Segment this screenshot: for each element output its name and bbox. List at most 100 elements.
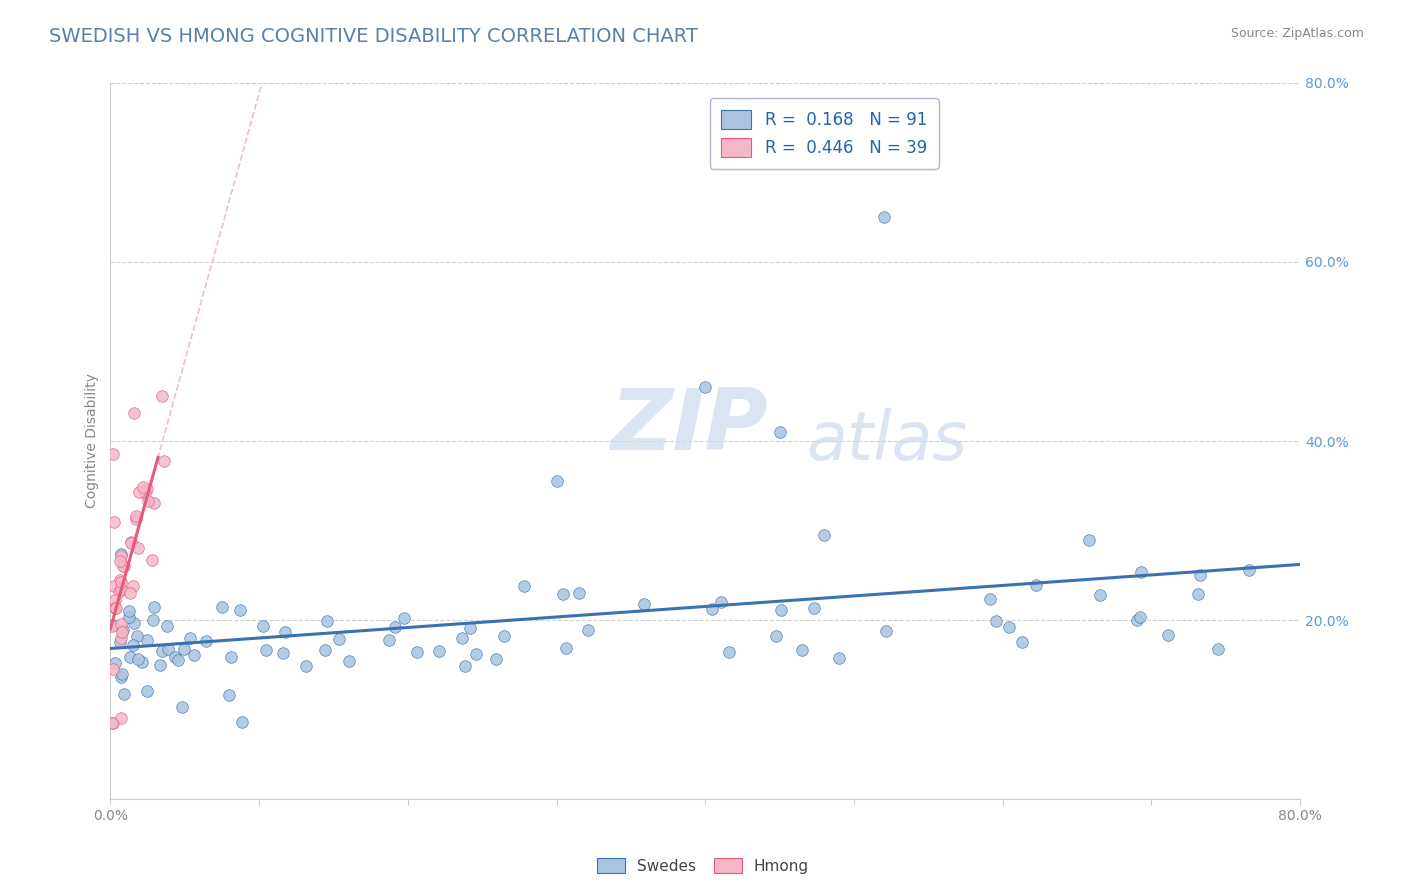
Point: [1129, 610, 1152, 624]
Point: [104, 601, 127, 615]
Point: [295, 659, 318, 673]
Point: [122, 579, 145, 593]
Text: ZIP: ZIP: [610, 385, 768, 468]
Point: [695, 380, 717, 394]
Point: [125, 512, 148, 526]
Point: [494, 629, 516, 643]
Point: [803, 601, 825, 615]
Point: [790, 642, 813, 657]
Point: [406, 645, 429, 659]
Point: [986, 615, 1008, 629]
Point: [633, 597, 655, 611]
Point: [1157, 628, 1180, 642]
Point: [195, 634, 218, 648]
Point: [135, 633, 157, 648]
Point: [384, 619, 406, 633]
Point: [700, 602, 723, 616]
Point: [132, 480, 155, 494]
Point: [551, 587, 574, 601]
Point: [1025, 578, 1047, 592]
Point: [252, 619, 274, 633]
Point: [135, 683, 157, 698]
Text: Source: ZipAtlas.com: Source: ZipAtlas.com: [1230, 27, 1364, 40]
Point: [118, 586, 141, 600]
Point: [813, 528, 835, 542]
Point: [576, 624, 599, 638]
Point: [125, 629, 148, 643]
Point: [108, 585, 131, 599]
Point: [136, 494, 159, 508]
Point: [110, 670, 132, 684]
Point: [110, 575, 132, 590]
Point: [103, 716, 125, 731]
Point: [127, 541, 149, 556]
Point: [110, 549, 132, 563]
Point: [165, 650, 187, 665]
Point: [110, 711, 132, 725]
Point: [112, 559, 135, 574]
Point: [460, 621, 482, 635]
Point: [1126, 614, 1149, 628]
Point: [274, 624, 297, 639]
Point: [104, 593, 127, 607]
Point: [103, 515, 125, 529]
Point: [111, 623, 134, 637]
Point: [150, 644, 173, 658]
Point: [112, 559, 135, 574]
Point: [765, 629, 787, 643]
Point: [229, 603, 252, 617]
Point: [101, 716, 124, 731]
Point: [149, 657, 172, 672]
Point: [105, 600, 128, 615]
Point: [101, 662, 124, 676]
Point: [110, 582, 132, 596]
Point: [170, 699, 193, 714]
Point: [337, 654, 360, 668]
Point: [979, 592, 1001, 607]
Point: [112, 687, 135, 701]
Point: [211, 599, 233, 614]
Point: [122, 406, 145, 420]
Point: [122, 615, 145, 630]
Point: [568, 586, 591, 600]
Point: [118, 604, 141, 618]
Point: [1011, 635, 1033, 649]
Point: [183, 648, 205, 663]
Point: [453, 659, 475, 673]
Point: [110, 631, 132, 645]
Point: [485, 652, 508, 666]
Point: [166, 653, 188, 667]
Point: [828, 651, 851, 665]
Point: [1237, 563, 1260, 577]
Point: [150, 389, 173, 403]
Point: [1078, 533, 1101, 548]
Point: [328, 632, 350, 647]
Point: [118, 610, 141, 624]
Point: [101, 619, 124, 633]
Point: [998, 620, 1021, 634]
Point: [254, 643, 277, 657]
Point: [394, 611, 416, 625]
Point: [120, 534, 142, 549]
Point: [465, 647, 488, 661]
Legend: R =  0.168   N = 91, R =  0.446   N = 39: R = 0.168 N = 91, R = 0.446 N = 39: [710, 98, 939, 169]
Point: [141, 552, 163, 566]
Point: [156, 619, 179, 633]
Point: [1187, 587, 1209, 601]
Point: [513, 579, 536, 593]
Point: [108, 554, 131, 568]
Point: [179, 632, 201, 646]
Point: [768, 425, 790, 439]
Point: [710, 595, 733, 609]
Point: [127, 652, 149, 666]
Point: [717, 645, 740, 659]
Point: [101, 447, 124, 461]
Point: [1206, 642, 1229, 657]
Point: [108, 573, 131, 587]
Point: [120, 536, 142, 550]
Point: [118, 649, 141, 664]
Point: [770, 603, 793, 617]
Point: [108, 635, 131, 649]
Point: [122, 639, 145, 653]
Point: [152, 454, 174, 468]
